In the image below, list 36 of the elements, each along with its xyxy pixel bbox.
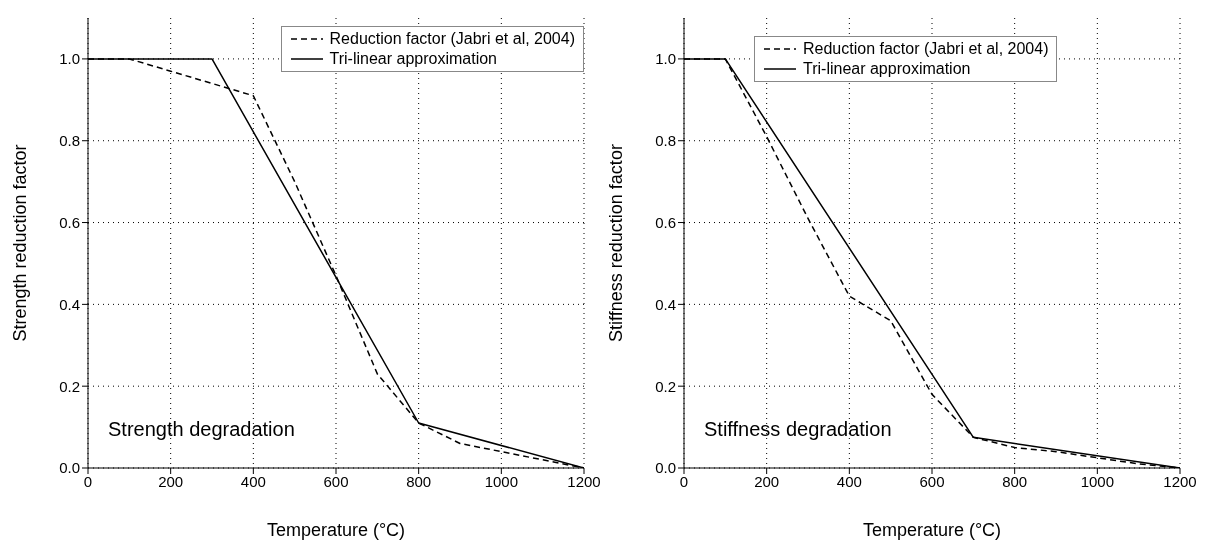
x-tick-label: 0: [83, 472, 93, 490]
x-tick-label: 600: [919, 472, 945, 490]
x-tick-label: 1200: [1163, 472, 1197, 490]
x-axis-title: Temperature (°C): [862, 519, 1002, 540]
y-tick-label: 0.0: [655, 459, 676, 477]
y-tick-label: 0.2: [655, 377, 676, 395]
y-tick-label: 0.6: [59, 213, 80, 231]
y-tick-label: 0.0: [59, 459, 80, 477]
annotation: Stiffness degradation: [704, 418, 892, 441]
y-axis-title: Stiffness reduction factor: [606, 144, 627, 342]
x-tick-label: 1200: [567, 472, 601, 490]
x-tick-label: 0: [679, 472, 689, 490]
legend-label: Reduction factor (Jabri et al, 2004): [803, 39, 1049, 59]
x-tick-label: 200: [754, 472, 780, 490]
x-tick-label: 800: [406, 472, 432, 490]
x-tick-label: 1000: [484, 472, 519, 490]
x-tick-label: 400: [836, 472, 862, 490]
x-tick-label: 600: [323, 472, 349, 490]
y-tick-label: 0.8: [655, 132, 676, 150]
y-tick-label: 0.4: [59, 295, 80, 313]
y-tick-label: 0.2: [59, 377, 80, 395]
y-tick-label: 1.0: [655, 50, 676, 68]
y-tick-label: 1.0: [59, 50, 80, 68]
y-tick-label: 0.6: [655, 213, 676, 231]
legend-label: Tri-linear approximation: [803, 59, 971, 79]
x-tick-label: 200: [158, 472, 184, 490]
y-tick-label: 0.4: [655, 295, 676, 313]
x-tick-label: 400: [240, 472, 266, 490]
x-axis-title: Temperature (°C): [266, 519, 406, 540]
legend-label: Tri-linear approximation: [329, 49, 497, 69]
x-tick-label: 800: [1002, 472, 1028, 490]
y-axis-title: Strength reduction factor: [10, 144, 31, 342]
annotation: Strength degradation: [108, 418, 295, 441]
legend-label: Reduction factor (Jabri et al, 2004): [329, 29, 575, 49]
x-tick-label: 1000: [1080, 472, 1115, 490]
y-tick-label: 0.8: [59, 132, 80, 150]
